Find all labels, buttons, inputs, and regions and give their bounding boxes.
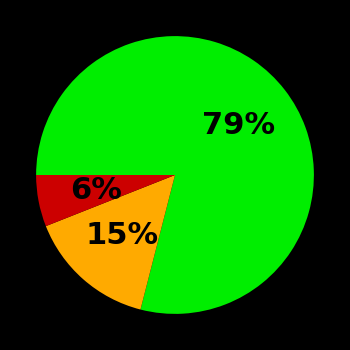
Wedge shape [36, 175, 175, 226]
Wedge shape [46, 175, 175, 309]
Wedge shape [36, 36, 314, 314]
Text: 6%: 6% [70, 176, 122, 205]
Text: 15%: 15% [85, 221, 158, 250]
Text: 79%: 79% [202, 111, 275, 140]
